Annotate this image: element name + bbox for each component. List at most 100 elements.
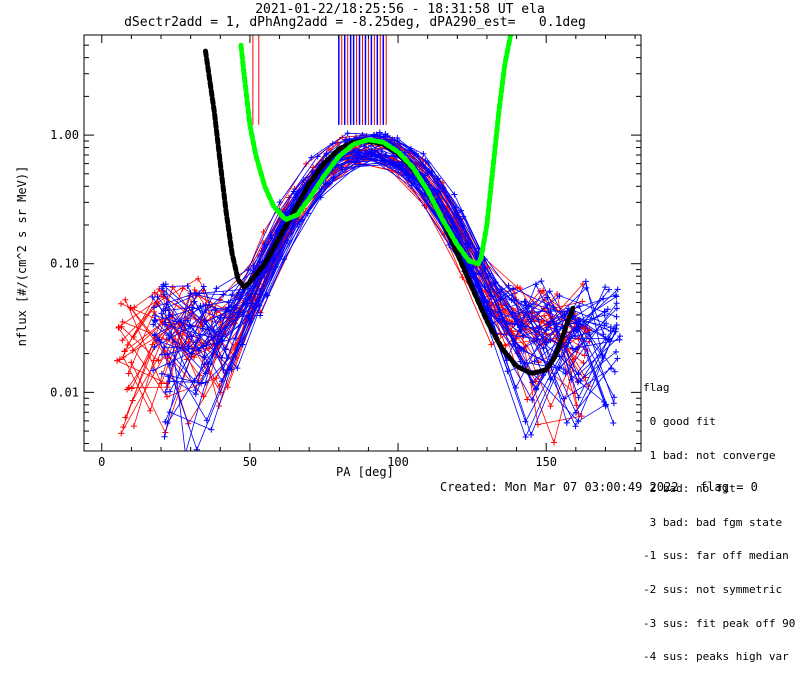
data-point-marker bbox=[613, 300, 620, 307]
data-point-marker bbox=[498, 286, 505, 293]
data-point-marker bbox=[575, 394, 582, 401]
data-point-marker bbox=[521, 298, 528, 305]
data-point-marker bbox=[217, 314, 224, 321]
data-point-marker bbox=[434, 191, 441, 198]
data-point-marker bbox=[203, 417, 210, 424]
data-point-marker bbox=[484, 298, 491, 305]
data-point-marker bbox=[465, 241, 472, 248]
axes-layer: 0 50 100 150 0.01 0.10 1.00 bbox=[50, 34, 641, 469]
data-point-marker bbox=[159, 351, 166, 358]
data-point-marker bbox=[579, 298, 586, 305]
data-point-marker bbox=[291, 224, 298, 231]
data-point-marker bbox=[394, 134, 401, 141]
data-point-marker bbox=[550, 304, 557, 311]
data-point-marker bbox=[187, 290, 194, 297]
data-point-marker bbox=[487, 282, 494, 289]
data-point-marker bbox=[605, 286, 612, 293]
data-point-marker bbox=[398, 163, 405, 170]
data-point-marker bbox=[601, 322, 608, 329]
data-point-marker bbox=[165, 373, 172, 380]
data-point-marker bbox=[614, 355, 621, 362]
green-fit-curve bbox=[238, 35, 514, 267]
data-point-marker bbox=[124, 342, 131, 349]
data-point-marker bbox=[553, 323, 560, 330]
data-point-marker bbox=[161, 321, 168, 328]
data-point-marker bbox=[211, 328, 218, 335]
data-point-marker bbox=[184, 282, 191, 289]
data-point-marker bbox=[384, 132, 391, 139]
data-point-marker bbox=[218, 354, 225, 361]
data-point-marker bbox=[610, 400, 617, 407]
data-point-marker bbox=[184, 317, 191, 324]
data-point-marker bbox=[487, 292, 494, 299]
data-point-marker bbox=[151, 343, 158, 350]
legend-title: flag bbox=[643, 381, 670, 395]
data-point-marker bbox=[517, 323, 524, 330]
legend-item: 2 bad: no fit bbox=[643, 482, 736, 496]
data-point-marker bbox=[202, 302, 209, 309]
x-tick-label: 150 bbox=[535, 455, 557, 469]
data-point-marker bbox=[205, 360, 212, 367]
data-point-marker bbox=[147, 407, 154, 414]
data-point-marker bbox=[114, 357, 121, 364]
data-point-marker bbox=[583, 284, 590, 291]
data-point-marker bbox=[575, 371, 582, 378]
data-point-marker bbox=[189, 304, 196, 311]
data-point-marker bbox=[248, 300, 255, 307]
data-point-marker bbox=[195, 275, 202, 282]
data-point-marker bbox=[419, 156, 426, 163]
data-point-marker bbox=[118, 300, 125, 307]
data-point-marker bbox=[329, 140, 336, 147]
data-point-marker bbox=[216, 383, 223, 390]
legend-item: -2 sus: not symmetric bbox=[643, 583, 783, 597]
data-point-marker bbox=[454, 234, 461, 241]
data-point-marker bbox=[188, 350, 195, 357]
data-point-marker bbox=[344, 130, 351, 137]
data-point-marker bbox=[166, 409, 173, 416]
data-point-marker bbox=[569, 345, 576, 352]
data-point-marker bbox=[323, 151, 330, 158]
data-point-marker bbox=[547, 307, 554, 314]
data-point-marker bbox=[516, 344, 523, 351]
data-point-marker bbox=[475, 283, 482, 290]
data-point-marker bbox=[466, 265, 473, 272]
data-point-marker bbox=[195, 336, 202, 343]
data-point-marker bbox=[193, 446, 200, 451]
data-point-marker bbox=[538, 278, 545, 285]
data-trace bbox=[128, 138, 579, 414]
data-point-marker bbox=[378, 148, 385, 155]
data-point-marker bbox=[116, 356, 123, 363]
data-point-marker bbox=[602, 335, 609, 342]
data-point-marker bbox=[488, 341, 495, 348]
data-point-marker bbox=[151, 331, 158, 338]
data-point-marker bbox=[451, 191, 458, 198]
data-point-marker bbox=[611, 368, 618, 375]
data-point-marker bbox=[191, 287, 198, 294]
data-point-marker bbox=[365, 150, 372, 157]
data-trace bbox=[153, 157, 606, 437]
data-trace bbox=[167, 156, 615, 404]
data-point-marker bbox=[540, 287, 547, 294]
data-point-marker bbox=[576, 303, 583, 310]
data-point-marker bbox=[529, 397, 536, 404]
data-point-marker bbox=[567, 335, 574, 342]
data-point-marker bbox=[154, 293, 161, 300]
x-tick-label: 100 bbox=[387, 455, 409, 469]
data-point-marker bbox=[308, 154, 315, 161]
data-point-marker bbox=[191, 377, 198, 384]
data-point-marker bbox=[166, 378, 173, 385]
data-point-marker bbox=[407, 145, 414, 152]
data-point-marker bbox=[600, 295, 607, 302]
data-point-marker bbox=[236, 289, 243, 296]
data-point-marker bbox=[505, 282, 512, 289]
data-point-marker bbox=[318, 185, 325, 192]
data-point-marker bbox=[151, 304, 158, 311]
x-axis-label: PA [deg] bbox=[336, 465, 394, 479]
data-point-marker bbox=[184, 450, 186, 451]
data-point-marker bbox=[574, 328, 581, 335]
data-point-marker bbox=[532, 378, 539, 385]
data-point-marker bbox=[521, 360, 528, 367]
data-point-marker bbox=[613, 322, 620, 329]
data-point-marker bbox=[540, 345, 547, 352]
data-point-marker bbox=[517, 358, 524, 365]
